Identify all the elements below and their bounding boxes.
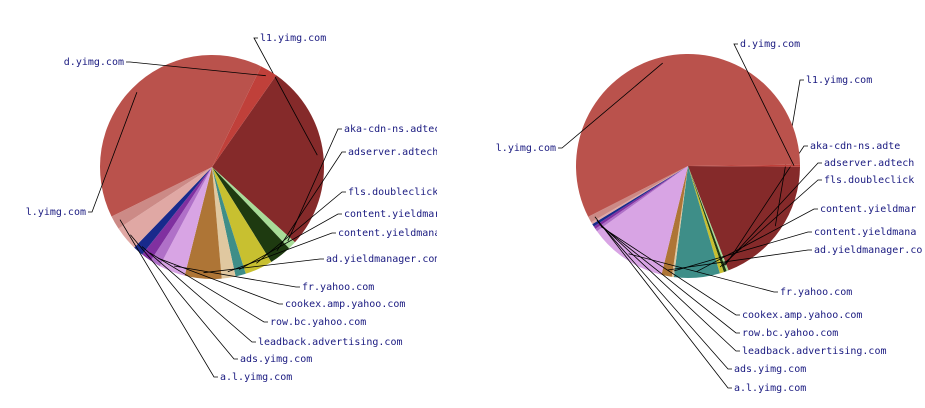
leader-line-row-bc-yahoo-com	[599, 224, 740, 334]
pie-slice-content-yieldmana	[671, 166, 688, 278]
leader-line-content-yieldmar	[239, 213, 342, 270]
pie-slice-cookex-amp-yahoo-com	[595, 166, 688, 232]
slice-label-fr-yahoo-com: fr.yahoo.com	[302, 282, 374, 293]
leader-line-fr-yahoo-com	[174, 265, 300, 288]
leader-line-fls-doubleclick	[256, 191, 346, 264]
pie-slice-aka-cdn-ns-adte	[688, 166, 729, 272]
slice-label-d-yimg-com: d.yimg.com	[64, 57, 124, 68]
pie-slice-l1-yimg-com	[688, 166, 800, 271]
pie-slice-l1-yimg-com	[212, 75, 325, 243]
leader-line-ads-yimg-com	[596, 219, 732, 370]
slice-label-content-yieldmar: content.yieldmar	[344, 209, 440, 220]
leader-line-content-yieldmana	[673, 231, 812, 272]
slice-label-ad-yieldmanager-com: ad.yieldmanager.com	[326, 254, 440, 265]
leader-line-d-yimg-com	[733, 43, 795, 166]
leader-line-adserver-adtech	[276, 151, 346, 252]
pie-slice-cookex-amp-yahoo-com	[150, 167, 212, 267]
leader-line-row-bc-yahoo-com	[149, 252, 268, 323]
slice-label-content-yieldmar: content.yieldmar	[820, 204, 916, 215]
slice-label-a-l-yimg-com: a.l.yimg.com	[734, 383, 806, 394]
pie-slice-leadback-advertising-com	[134, 167, 212, 255]
leader-line-a-l-yimg-com	[594, 216, 732, 389]
slice-label-a-l-yimg-com: a.l.yimg.com	[220, 372, 292, 383]
pie-slice-d-yimg-com	[212, 66, 277, 167]
leader-line-d-yimg-com	[126, 61, 266, 77]
pie-slice-l-yimg-com	[100, 55, 262, 217]
leader-line-content-yieldmana	[227, 232, 336, 273]
pie-slice-fls-doubleclick	[212, 167, 272, 274]
leader-line-l1-yimg-com	[253, 37, 318, 156]
leader-line-ad-yieldmanager-com	[203, 258, 324, 274]
leader-line-fls-doubleclick	[719, 179, 822, 268]
slice-label-fls-doubleclick: fls.doubleclick	[824, 175, 914, 186]
left-pie-chart: l1.yimg.com aka-cdn-ns.adtec adserver.adte…	[26, 33, 440, 383]
slice-label-l-yimg-com: l.yimg.com	[496, 143, 556, 154]
slice-label-cookex-amp-yahoo-com: cookex.amp.yahoo.com	[742, 310, 862, 321]
leader-line-content-yieldmar	[696, 208, 818, 273]
slice-label-l1-yimg-com: l1.yimg.com	[806, 75, 872, 86]
pie-slice-row-bc-yahoo-com	[593, 166, 688, 229]
slice-label-leadback-advertising-com: leadback.advertising.com	[742, 346, 887, 357]
pie-slice-row-bc-yahoo-com	[142, 167, 212, 261]
pie-slice-aka-cdn-ns-adtec	[212, 167, 295, 249]
slice-label-cookex-amp-yahoo-com: cookex.amp.yahoo.com	[285, 299, 405, 310]
leader-line-ads-yimg-com	[130, 234, 238, 360]
slice-label-l1-yimg-com: l1.yimg.com	[260, 33, 326, 44]
slice-label-leadback-advertising-com: leadback.advertising.com	[258, 337, 403, 348]
slice-label-content-yieldmana: content.yieldmana	[814, 227, 916, 238]
pie-slice-a-l-yimg-com	[111, 167, 212, 229]
pie-slice-adserver-adtech	[212, 167, 290, 263]
pie-slice-leadback-advertising-com	[592, 166, 688, 227]
slice-label-adserver-adtech: adserver.adtech	[824, 158, 914, 169]
slice-label-adserver-adtech: adserver.adtech	[348, 147, 438, 158]
pie-slice-d-yimg-com	[688, 164, 801, 167]
pie-slice-content-yieldmana	[212, 167, 236, 279]
slice-label-ad-yieldmanager-co: ad.yieldmanager.co	[814, 245, 922, 256]
pie-slice-fls-doubleclick	[688, 166, 724, 274]
leader-line-a-l-yimg-com	[119, 219, 218, 378]
pie-slice-a-l-yimg-com	[588, 166, 688, 223]
leader-line-aka-cdn-ns-adte	[725, 145, 808, 266]
slice-label-aka-cdn-ns-adte: aka-cdn-ns.adte	[810, 141, 900, 152]
leader-line-aka-cdn-ns-adtec	[287, 128, 342, 242]
slice-label-content-yieldmana: content.yieldmana	[338, 228, 440, 239]
leader-line-fr-yahoo-com	[628, 253, 778, 293]
slice-label-fr-yahoo-com: fr.yahoo.com	[780, 287, 852, 298]
pie-slice-content-yieldmar	[673, 166, 720, 279]
pie-slice-fr-yahoo-com	[596, 166, 688, 275]
pie-slice-adserver-adtech	[688, 166, 727, 273]
slice-label-ads-yimg-com: ads.yimg.com	[240, 354, 312, 365]
leader-line-cookex-amp-yahoo-com	[158, 257, 283, 305]
right-pie-chart: l1.yimg.com aka-cdn-ns.adte adserver.adtec…	[496, 39, 923, 394]
pie-slice-ad-yieldmanager-com	[184, 167, 222, 280]
leader-line-leadback-advertising-com	[141, 246, 256, 343]
leader-line-leadback-advertising-com	[597, 221, 740, 352]
pie-slice-l-yimg-com	[575, 54, 800, 217]
slice-label-row-bc-yahoo-com: row.bc.yahoo.com	[742, 328, 838, 339]
slice-label-d-yimg-com: d.yimg.com	[740, 39, 800, 50]
leader-line-ad-yieldmanager-co	[667, 249, 812, 271]
slice-label-l-yimg-com: l.yimg.com	[26, 207, 86, 218]
leader-line-adserver-adtech	[722, 162, 822, 267]
slice-label-aka-cdn-ns-adtec: aka-cdn-ns.adtec	[344, 124, 440, 135]
pie-slice-ads-yimg-com	[118, 167, 212, 248]
leader-line-l-yimg-com	[558, 62, 663, 149]
pie-slice-fr-yahoo-com	[159, 167, 212, 276]
leader-line-l-yimg-com	[88, 92, 138, 213]
slice-label-ads-yimg-com: ads.yimg.com	[734, 364, 806, 375]
pie-slice-content-yieldmar	[212, 167, 246, 277]
pie-slice-ads-yimg-com	[591, 166, 688, 225]
leader-line-cookex-amp-yahoo-com	[600, 226, 740, 316]
slice-label-fls-doubleclick: fls.doubleclick	[348, 187, 438, 198]
pie-slice-ad-yieldmanager-co	[661, 166, 688, 277]
slice-label-row-bc-yahoo-com: row.bc.yahoo.com	[270, 317, 366, 328]
